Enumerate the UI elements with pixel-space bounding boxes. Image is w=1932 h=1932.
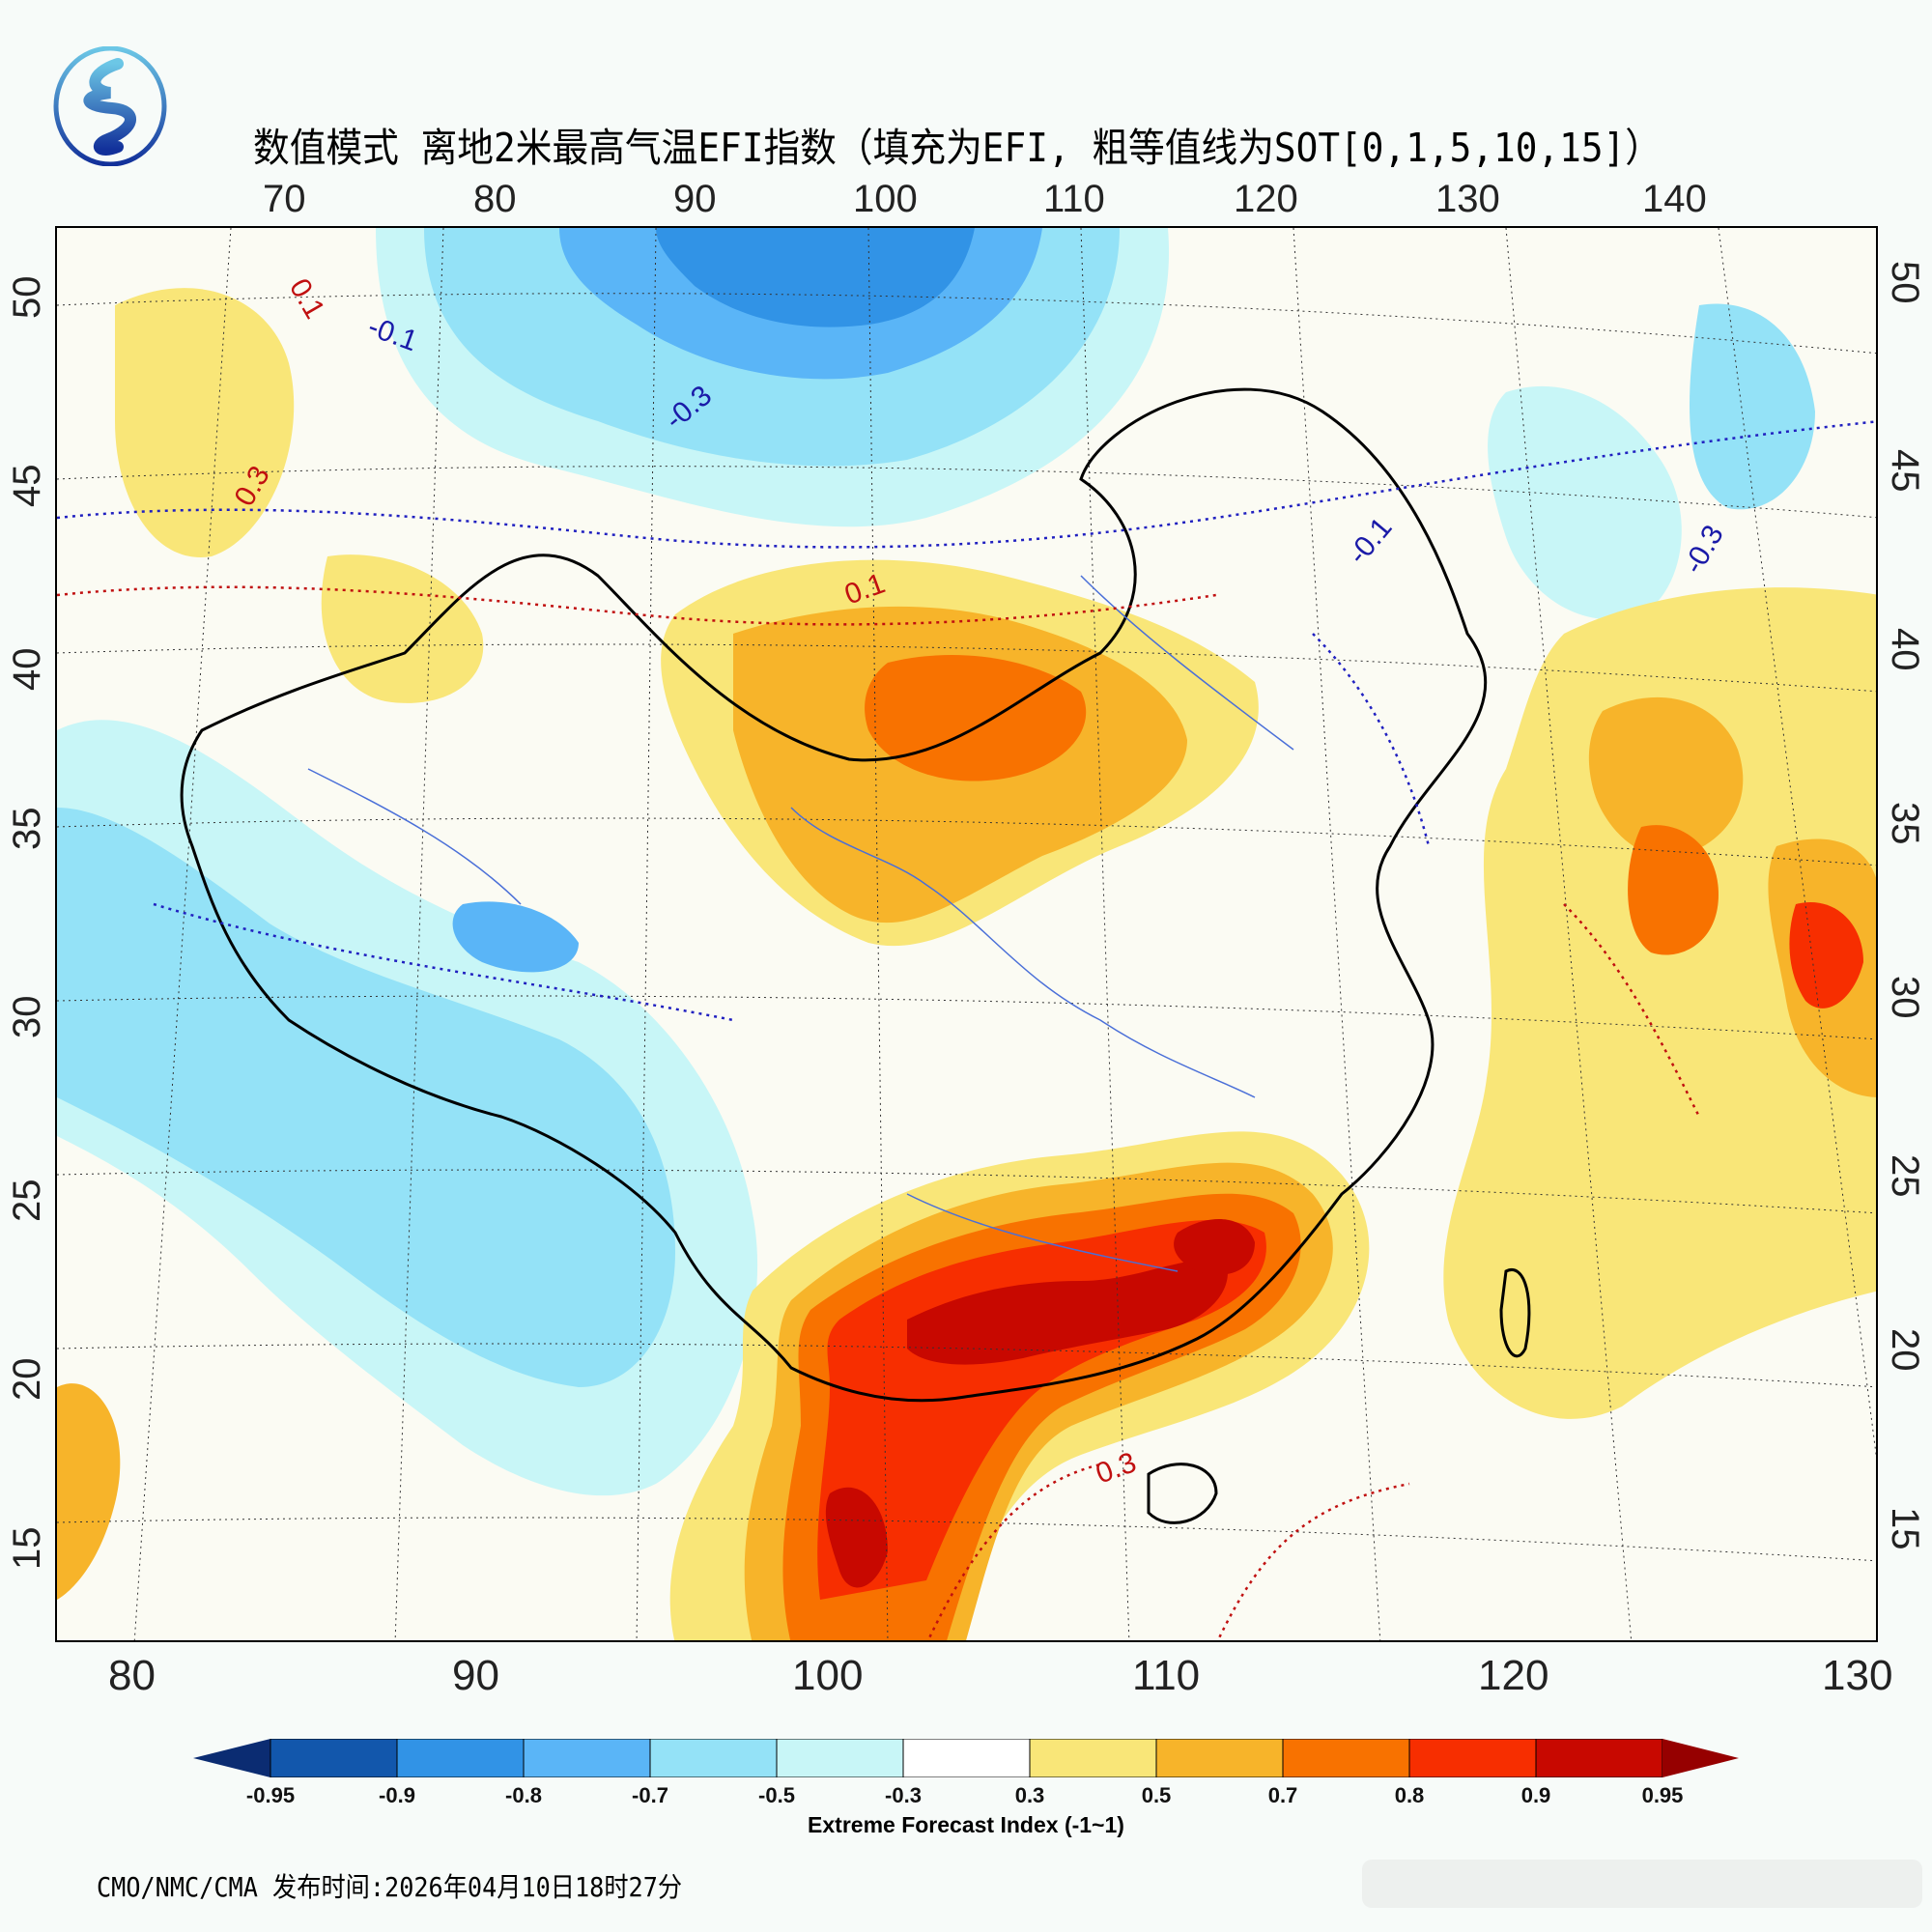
colorbar-tick: -0.7 — [632, 1783, 668, 1807]
top-lon-label: 90 — [673, 178, 717, 220]
efi-field: 0.1 -0.1 -0.3 0.3 0.1 -0.1 -0.3 0.3 — [57, 228, 1876, 1640]
top-lon-label: 100 — [853, 178, 918, 220]
colorbar-tick: -0.8 — [505, 1783, 542, 1807]
left-lat-label: 50 — [6, 275, 48, 320]
left-lat-label: 30 — [6, 995, 48, 1039]
bottom-lon-label: 100 — [792, 1652, 864, 1699]
bottom-lon-label: 90 — [452, 1652, 499, 1699]
right-lat-label: 30 — [1884, 976, 1926, 1019]
right-lat-label: 45 — [1884, 449, 1926, 493]
top-lon-label: 110 — [1043, 178, 1105, 220]
colorbar-title: Extreme Forecast Index (-1~1) — [808, 1812, 1124, 1837]
left-lat-label: 20 — [6, 1357, 48, 1402]
colorbar-tick: 0.8 — [1394, 1783, 1425, 1807]
top-lon-label: 70 — [263, 178, 306, 220]
colorbar-tick: -0.5 — [758, 1783, 795, 1807]
left-lat-label: 15 — [6, 1526, 48, 1571]
colorbar-tick: -0.9 — [379, 1783, 415, 1807]
left-lat-label: 35 — [6, 807, 48, 851]
bottom-lon-label: 80 — [108, 1652, 156, 1699]
title-line-1: 数值模式 离地2米最高气温EFI指数（填充为EFI, 粗等值线为SOT[0,1,… — [253, 125, 1662, 171]
left-lat-label: 25 — [6, 1179, 48, 1223]
top-lon-label: 120 — [1234, 178, 1298, 220]
efi-map[interactable]: 0.1 -0.1 -0.3 0.3 0.1 -0.1 -0.3 0.3 — [55, 226, 1878, 1642]
colorbar-tick: 0.3 — [1014, 1783, 1045, 1807]
colorbar-tick: 0.5 — [1141, 1783, 1172, 1807]
colorbar-tick: 0.7 — [1267, 1783, 1298, 1807]
bottom-lon-label: 130 — [1822, 1652, 1893, 1699]
colorbar — [193, 1739, 1739, 1777]
bottom-lon-label: 110 — [1132, 1652, 1201, 1699]
top-lon-label: 80 — [473, 178, 517, 220]
right-lat-label: 50 — [1884, 261, 1926, 304]
watermark-icon — [1362, 1860, 1922, 1908]
right-lat-label: 15 — [1884, 1507, 1926, 1550]
colorbar-tick: 0.9 — [1520, 1783, 1551, 1807]
bottom-lon-label: 120 — [1478, 1652, 1549, 1699]
right-lat-label: 20 — [1884, 1328, 1926, 1372]
left-lat-label: 45 — [6, 464, 48, 508]
cma-logo-icon — [53, 46, 167, 166]
right-lat-label: 40 — [1884, 628, 1926, 671]
colorbar-tick: -0.3 — [885, 1783, 922, 1807]
colorbar-tick: -0.95 — [245, 1783, 296, 1807]
top-lon-label: 130 — [1435, 178, 1500, 220]
left-lat-label: 40 — [6, 647, 48, 692]
colorbar-tick: 0.95 — [1641, 1783, 1684, 1807]
right-lat-label: 35 — [1884, 802, 1926, 845]
footer-publish-info: CMO/NMC/CMA 发布时间:2026年04月10日18时27分 — [97, 1871, 683, 1903]
right-lat-label: 25 — [1884, 1154, 1926, 1198]
top-lon-label: 140 — [1642, 178, 1707, 220]
